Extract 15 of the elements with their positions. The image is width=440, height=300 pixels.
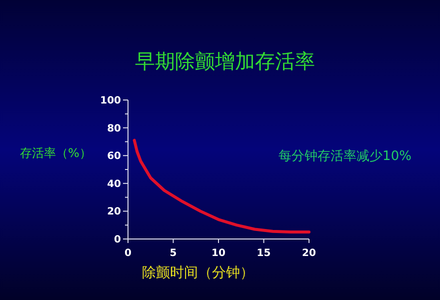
y-tick-label: 80 bbox=[107, 123, 122, 134]
y-tick-label: 100 bbox=[100, 96, 122, 106]
y-tick-label: 0 bbox=[114, 234, 122, 246]
annotation: 每分钟存活率减少10% bbox=[278, 148, 412, 164]
x-axis-title: 除颤时间（分钟） bbox=[142, 265, 254, 281]
y-axis-title: 存活率（%） bbox=[20, 146, 92, 160]
chart-title: 早期除颤增加存活率 bbox=[135, 49, 315, 73]
y-tick-label: 20 bbox=[107, 206, 122, 218]
x-tick-label: 10 bbox=[212, 248, 226, 259]
x-tick-label: 15 bbox=[256, 248, 271, 259]
y-tick-label: 60 bbox=[107, 151, 122, 162]
x-tick-label: 20 bbox=[302, 248, 316, 259]
x-tick-label: 5 bbox=[170, 248, 177, 259]
y-tick-label: 40 bbox=[107, 178, 122, 190]
x-tick-label: 0 bbox=[124, 248, 132, 259]
